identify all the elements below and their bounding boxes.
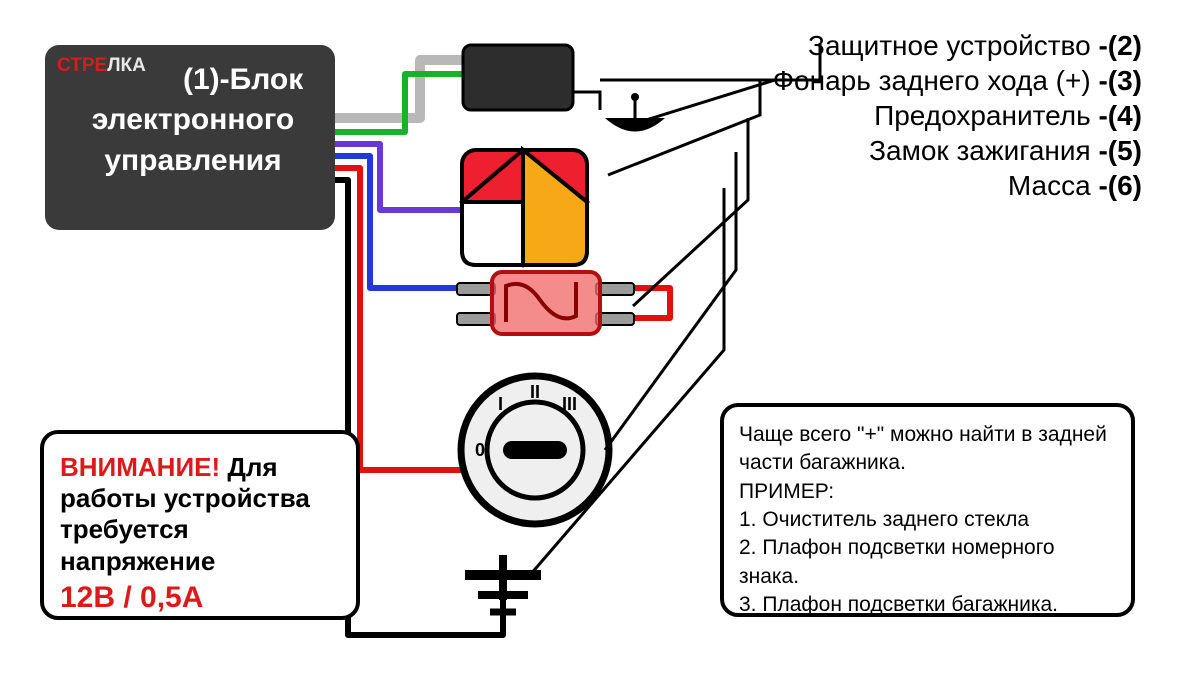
callout-line	[608, 80, 760, 175]
wire	[335, 180, 503, 635]
legend-text: Защитное устройство	[808, 30, 1091, 61]
legend-num: -(4)	[1098, 100, 1142, 131]
legend-row: Фонарь заднего хода (+) -(3)	[773, 63, 1142, 98]
legend-row: Масса -(6)	[773, 168, 1142, 203]
control-block-title: (1)-Блок электронного управления	[45, 100, 335, 181]
note-l5: 2. Плафон подсветки номерного знака.	[739, 534, 1116, 591]
logo-red-part: СТРЕ	[57, 55, 107, 77]
svg-text:I: I	[498, 394, 503, 414]
protection-device-icon	[463, 45, 600, 110]
legend-row: Защитное устройство -(2)	[773, 28, 1142, 63]
ground-icon	[465, 555, 541, 612]
wire	[335, 60, 485, 118]
control-block: СТРЕЛКА (1)-Блок электронного управления	[45, 45, 335, 230]
fuse-icon	[457, 272, 634, 334]
note-box: Чаще всего "+" можно найти в задней част…	[720, 403, 1135, 617]
wire	[335, 156, 458, 288]
warning-voltage: 12В / 0,5A	[60, 581, 340, 615]
legend-text: Масса	[1008, 170, 1091, 201]
control-line3: управления	[51, 141, 335, 182]
control-line2: электронного	[51, 100, 335, 141]
callout-line	[605, 152, 736, 450]
warning-box: ВНИМАНИЕ! Для работы устройства требуетс…	[40, 430, 360, 620]
legend-text: Фонарь заднего хода (+)	[773, 65, 1091, 96]
sensor-dish-icon	[605, 93, 665, 132]
svg-text:II: II	[530, 382, 540, 402]
legend-row: Замок зажигания -(5)	[773, 133, 1142, 168]
legend-num: -(3)	[1098, 65, 1142, 96]
note-l2: части багажника.	[739, 449, 1116, 477]
wire	[335, 144, 467, 210]
wire	[335, 74, 470, 132]
ignition-switch-icon: 0 I II III	[461, 376, 609, 524]
legend-num: -(6)	[1098, 170, 1142, 201]
callout-line	[633, 118, 748, 306]
warning-headline: ВНИМАНИЕ!	[60, 452, 220, 482]
legend-num: -(2)	[1098, 30, 1142, 61]
legend-num: -(5)	[1098, 135, 1142, 166]
note-l1: Чаще всего "+" можно найти в задней	[739, 421, 1116, 449]
taillight-icon	[462, 150, 587, 265]
wire	[633, 288, 670, 318]
svg-text:0: 0	[475, 440, 485, 460]
note-l6: 3. Плафон подсветки багажника.	[739, 591, 1116, 619]
callout-line	[530, 188, 724, 575]
legend: Защитное устройство -(2) Фонарь заднего …	[773, 28, 1142, 203]
logo: СТРЕЛКА	[57, 55, 146, 77]
callout-line	[630, 80, 775, 125]
legend-text: Замок зажигания	[869, 135, 1091, 166]
control-line1: (1)-Блок	[183, 60, 303, 101]
legend-text: Предохранитель	[874, 100, 1091, 131]
legend-row: Предохранитель -(4)	[773, 98, 1142, 133]
note-l4: 1. Очиститель заднего стекла	[739, 506, 1116, 534]
logo-white-part: ЛКА	[107, 55, 146, 77]
wire	[335, 168, 462, 470]
svg-text:III: III	[562, 394, 577, 414]
note-l3: ПРИМЕР:	[739, 478, 1116, 506]
